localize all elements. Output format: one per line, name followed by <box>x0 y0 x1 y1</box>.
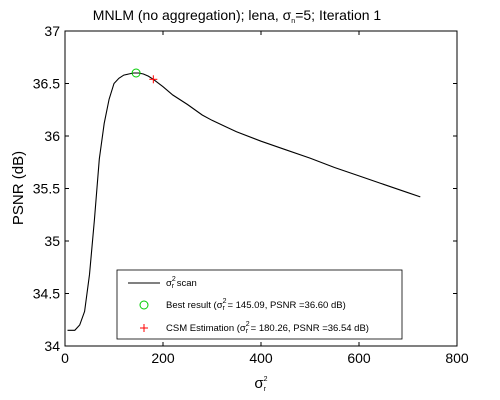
y-tick-label: 34.5 <box>33 286 60 302</box>
y-axis-ticks: 34 34.5 35 35.5 36 36.5 37 <box>33 23 457 354</box>
x-axis-ticks: 0 200 400 600 800 <box>61 31 469 366</box>
legend: σ2 r scan Best result (σ2 r = 145.09, PSNR… <box>116 269 403 340</box>
series-line-scan <box>67 72 421 331</box>
x-tick-label: 200 <box>151 350 175 366</box>
x-tick-label: 400 <box>249 350 273 366</box>
y-tick-label: 35.5 <box>33 181 60 197</box>
y-tick-label: 36 <box>44 128 60 144</box>
x-tick-label: 800 <box>445 350 469 366</box>
y-tick-label: 34 <box>44 338 60 354</box>
x-tick-label: 600 <box>347 350 371 366</box>
x-axis-label: σ2 r <box>254 375 267 393</box>
y-axis-label: PSNR (dB) <box>10 151 27 225</box>
markers <box>131 68 158 84</box>
legend-entry-best-result: Best result (σ2 r = 145.09, PSNR =36.60 d… <box>166 298 346 312</box>
legend-entry-csm-estimation: CSM Estimation (σ2 r = 180.26, PSNR =36.5… <box>166 321 369 335</box>
x-tick-label: 0 <box>61 350 69 366</box>
chart-title: MNLM (no aggregation); lena, σn=5; Itera… <box>93 7 382 25</box>
legend-box <box>116 269 403 340</box>
y-tick-label: 35 <box>44 233 60 249</box>
best-result-marker <box>131 68 141 78</box>
legend-entry-scan: σ2 r scan <box>166 276 197 290</box>
csm-estimation-marker <box>149 75 158 84</box>
legend-plus-marker <box>140 324 148 332</box>
legend-circle-marker <box>139 300 149 310</box>
y-tick-label: 36.5 <box>33 76 60 92</box>
y-tick-label: 37 <box>44 23 60 39</box>
